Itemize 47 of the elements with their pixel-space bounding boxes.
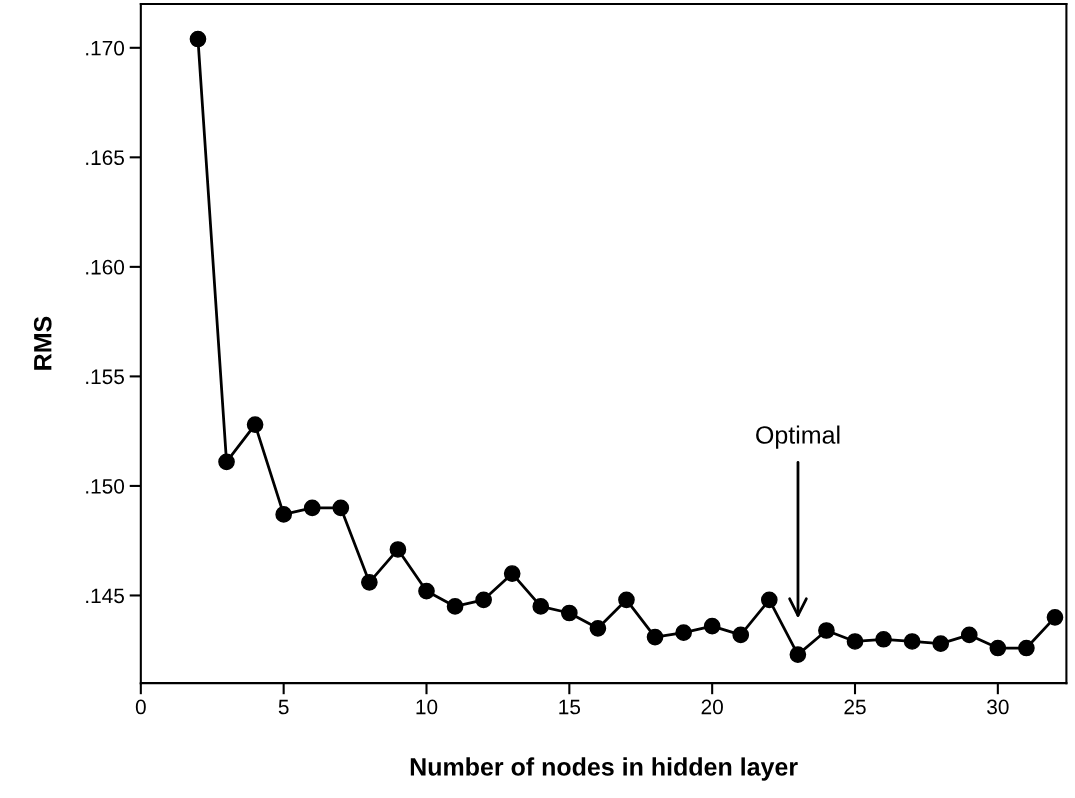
y-axis-title: RMS (33, 316, 52, 370)
point (1018, 639, 1035, 657)
point (646, 628, 664, 646)
x-axis-title: Number of nodes in hidden layer (410, 757, 798, 781)
x-tick-label: 0 (135, 699, 146, 715)
point (960, 626, 978, 644)
point (503, 565, 521, 582)
point (275, 506, 292, 523)
point (303, 499, 321, 517)
point (560, 604, 578, 622)
y-tick-label: .165 (86, 150, 124, 166)
y-tick-label: .145 (86, 588, 124, 604)
x-tick-label: 5 (278, 699, 289, 715)
y-tick-label: .150 (86, 478, 125, 494)
point (589, 619, 607, 637)
point (218, 453, 235, 471)
point (361, 573, 378, 591)
point (246, 416, 264, 433)
point (418, 582, 435, 600)
point (846, 633, 864, 650)
annotation: Optimal (756, 425, 840, 449)
point (675, 624, 692, 642)
point (903, 633, 921, 650)
point (532, 598, 550, 615)
point (875, 630, 892, 648)
x-tick-label: 10 (416, 699, 438, 715)
point (1046, 609, 1064, 626)
point (818, 622, 835, 639)
y-tick-label: .170 (86, 40, 125, 56)
point (618, 591, 635, 609)
point (789, 646, 807, 663)
point (932, 635, 950, 652)
point (446, 598, 464, 615)
point (189, 30, 207, 48)
point (989, 639, 1007, 657)
x-tick-label: 30 (987, 699, 1009, 715)
y-tick-label: .155 (86, 369, 124, 385)
point (332, 499, 350, 517)
y-tick-label: .160 (86, 259, 125, 275)
x-tick-label: 20 (701, 699, 723, 715)
point (389, 541, 407, 558)
x-tick-label: 25 (844, 699, 866, 715)
x-tick-label: 15 (559, 699, 581, 715)
point (732, 626, 750, 644)
point (703, 617, 721, 635)
point (760, 591, 778, 609)
point (475, 591, 492, 609)
